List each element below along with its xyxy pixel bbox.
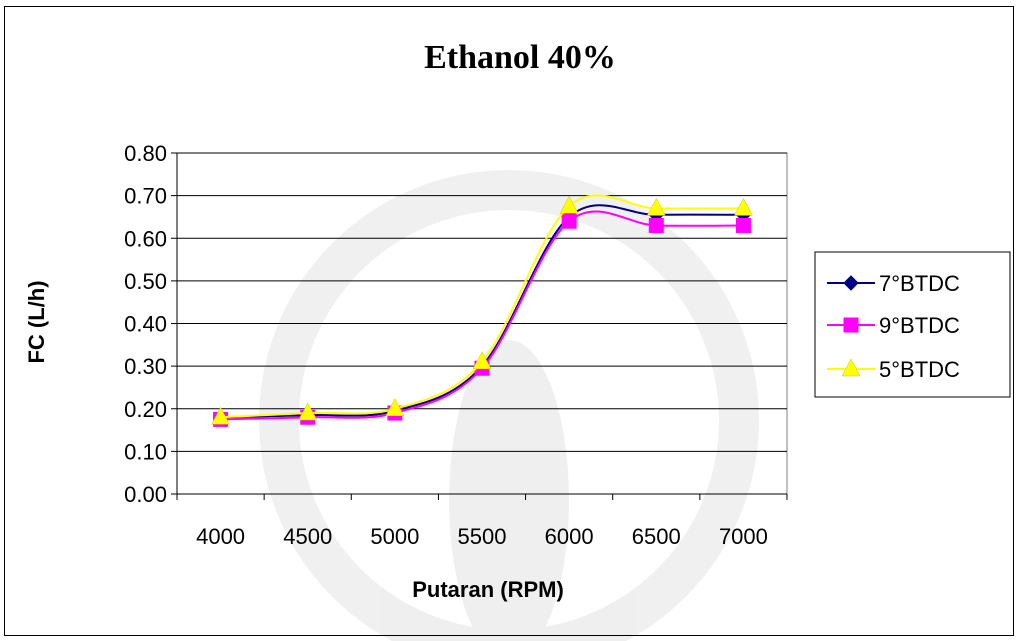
series-group xyxy=(211,194,753,427)
y-tick-label: 0.20 xyxy=(124,397,167,422)
legend-entry: 7°BTDC xyxy=(827,271,960,296)
y-tick-label: 0.60 xyxy=(124,226,167,251)
background-watermark xyxy=(259,170,759,641)
data-point xyxy=(561,213,577,229)
data-point xyxy=(385,398,405,416)
y-axis: 0.00 0.10 0.20 0.30 0.40 0.50 0.60 0.70 0.80 xyxy=(124,141,178,507)
y-tick-label: 0.00 xyxy=(124,482,167,507)
data-point xyxy=(648,217,664,233)
y-axis-label: FC (L/h) xyxy=(24,280,49,363)
legend: 7°BTDC 9°BTDC 5°BTDC xyxy=(814,251,1011,398)
y-tick-label: 0.70 xyxy=(124,184,167,209)
data-point xyxy=(211,406,230,425)
legend-entry: 9°BTDC xyxy=(827,313,960,338)
y-tick-label: 0.10 xyxy=(124,439,167,464)
x-tick-label: 4000 xyxy=(196,524,245,549)
data-point xyxy=(559,195,579,214)
y-tick-label: 0.30 xyxy=(124,354,167,379)
data-point xyxy=(472,351,492,370)
legend-label: 5°BTDC xyxy=(879,357,960,382)
gridlines xyxy=(177,152,787,495)
x-axis-label: Putaran (RPM) xyxy=(412,577,564,602)
legend-marker xyxy=(843,317,859,333)
data-point xyxy=(734,197,753,216)
x-tick-label: 6500 xyxy=(632,524,681,549)
data-point xyxy=(735,217,751,233)
x-axis: 4000 4500 5000 5500 6000 6500 7000 xyxy=(176,493,788,549)
y-tick-label: 0.40 xyxy=(124,312,167,337)
x-tick-label: 6000 xyxy=(545,524,594,549)
series-3 xyxy=(211,194,753,425)
legend-marker xyxy=(841,358,861,377)
chart-title: Ethanol 40% xyxy=(424,39,616,76)
y-tick-label: 0.50 xyxy=(124,269,167,294)
legend-marker xyxy=(843,275,859,291)
y-tick-label: 0.80 xyxy=(124,141,167,166)
plot-area: 0.00 0.10 0.20 0.30 0.40 0.50 0.60 0.70 0.80 400… xyxy=(124,141,788,549)
x-tick-label: 4500 xyxy=(283,524,332,549)
x-tick-label: 5000 xyxy=(370,524,419,549)
data-point xyxy=(646,197,666,216)
legend-label: 7°BTDC xyxy=(879,271,960,296)
x-tick-label: 7000 xyxy=(719,524,768,549)
legend-entry: 5°BTDC xyxy=(827,357,960,382)
data-point xyxy=(298,402,318,421)
legend-label: 9°BTDC xyxy=(879,313,960,338)
x-tick-label: 5500 xyxy=(458,524,507,549)
